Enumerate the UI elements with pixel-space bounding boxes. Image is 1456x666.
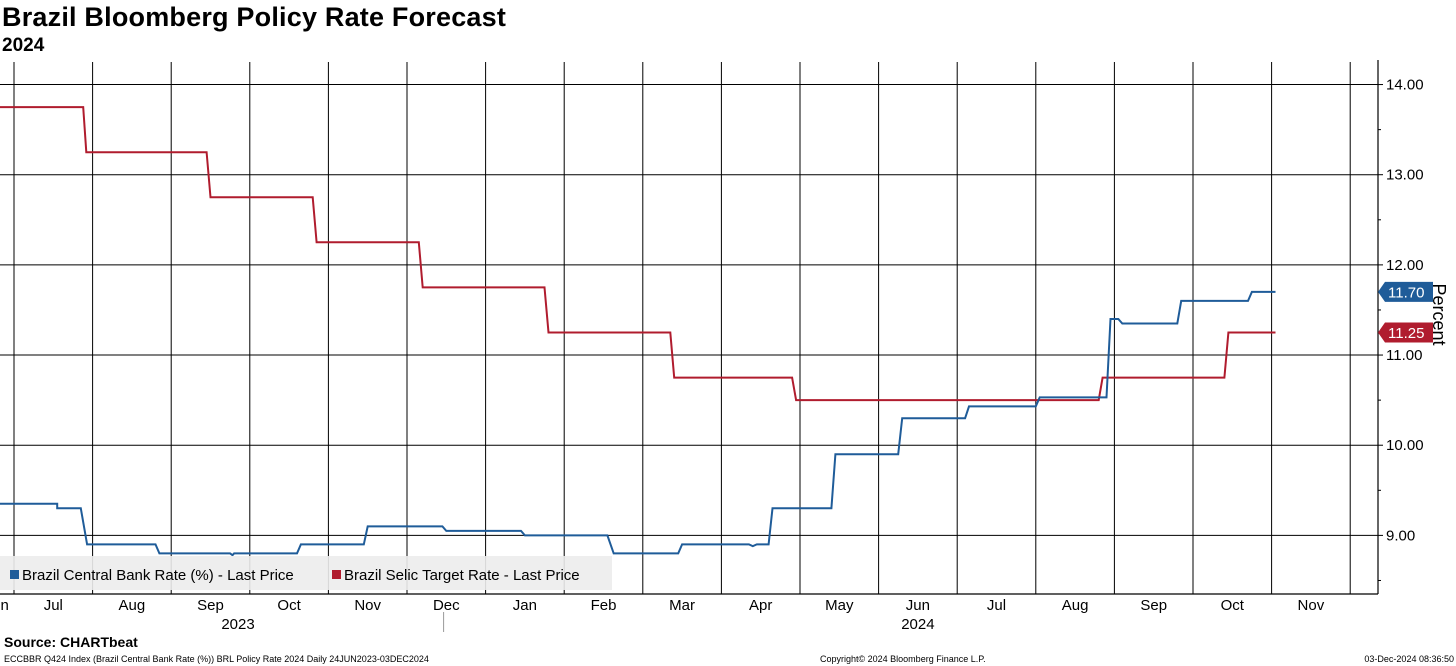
x-tick-label: Aug — [1062, 597, 1089, 614]
last-value-label: 11.25 — [1388, 325, 1424, 342]
last-value-flags: 11.70 11.25 — [1378, 281, 1433, 343]
x-tick-label: Jul — [44, 597, 63, 614]
y-tick-label: 9.00 — [1386, 527, 1415, 544]
legend: Brazil Central Bank Rate (%) - Last Pric… — [0, 556, 612, 590]
y-tick-label: 13.00 — [1386, 167, 1424, 184]
legend-swatch-central-bank — [10, 570, 19, 579]
legend-label: Brazil Selic Target Rate - Last Price — [344, 567, 580, 584]
gridlines — [0, 62, 1378, 594]
legend-background — [0, 556, 612, 590]
x-tick-label: Sep — [1140, 597, 1167, 614]
chart-subtitle: 2024 — [2, 35, 45, 56]
footer-timestamp: 03-Dec-2024 08:36:50 — [1364, 654, 1454, 664]
y-tick-label: 14.00 — [1386, 77, 1424, 94]
x-tick-label: Aug — [119, 597, 146, 614]
x-tick-label: Apr — [749, 597, 772, 614]
series-line-selic-target-rate — [0, 106, 1276, 402]
last-value-label: 11.70 — [1388, 284, 1424, 301]
x-tick-label: Dec — [433, 597, 460, 614]
x-tick-label: Oct — [277, 597, 301, 614]
legend-label: Brazil Central Bank Rate (%) - Last Pric… — [22, 567, 294, 584]
x-tick-label: Sep — [197, 597, 224, 614]
axes: 9.00 10.00 11.00 12.00 13.00 14.00 Jun Jul Aug Se… — [0, 60, 1449, 633]
source-note: Source: CHARTbeat — [4, 634, 138, 650]
legend-swatch-selic — [332, 570, 341, 579]
x-tick-label: Oct — [1221, 597, 1245, 614]
footer-copyright: Copyright© 2024 Bloomberg Finance L.P. — [820, 654, 986, 664]
last-value-flag-selic — [1378, 322, 1433, 343]
last-value-flag-central-bank — [1378, 281, 1433, 302]
x-tick-label: Mar — [669, 597, 695, 614]
x-tick-label: Jan — [513, 597, 537, 614]
series-line-central-bank-rate — [0, 290, 1276, 557]
y-tick-label: 12.00 — [1386, 257, 1424, 274]
x-tick-label: Jun — [906, 597, 930, 614]
series-lines — [0, 106, 1276, 557]
y-tick-label: 10.00 — [1386, 437, 1424, 454]
y-axis-label: Percent — [1429, 283, 1449, 345]
x-year-label: 2023 — [221, 616, 254, 633]
x-tick-label: Nov — [354, 597, 381, 614]
footer-index-description: ECCBBR Q424 Index (Brazil Central Bank R… — [4, 654, 429, 664]
x-tick-label: May — [825, 597, 854, 614]
y-tick-label: 11.00 — [1386, 347, 1422, 364]
x-tick-label: Nov — [1298, 597, 1325, 614]
x-year-label: 2024 — [901, 616, 934, 633]
x-tick-label: Feb — [591, 597, 617, 614]
x-tick-label: Jun — [0, 597, 9, 614]
chart-title: Brazil Bloomberg Policy Rate Forecast — [2, 2, 507, 32]
x-tick-label: Jul — [987, 597, 1006, 614]
